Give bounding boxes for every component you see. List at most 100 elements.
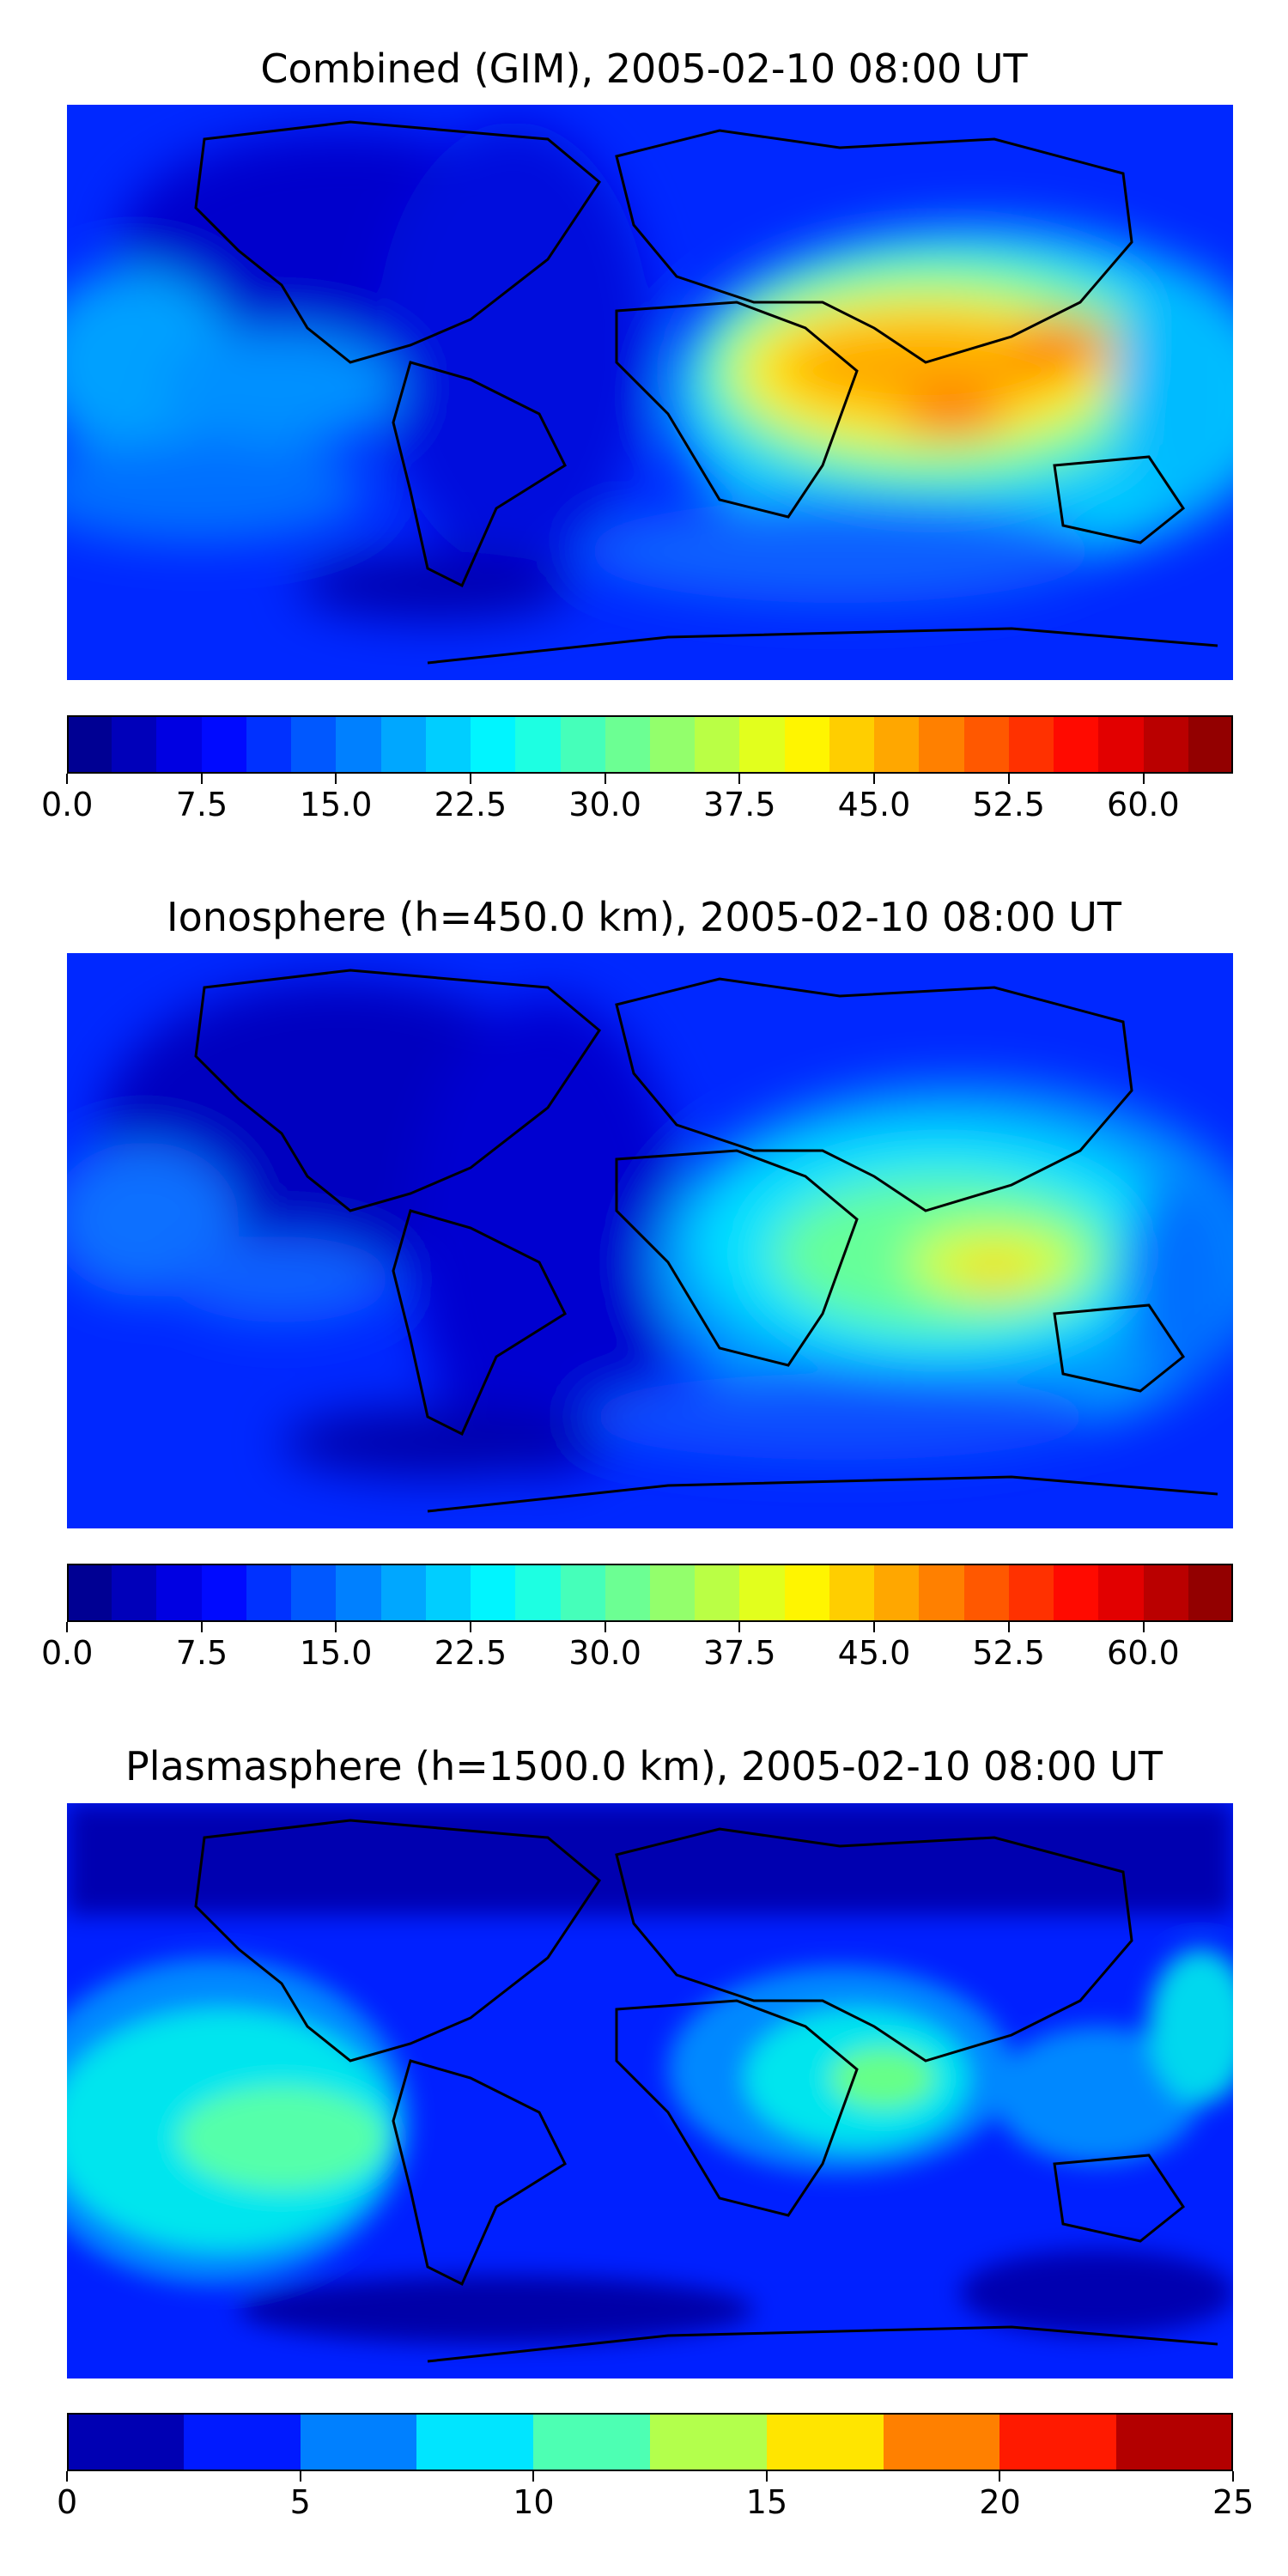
colorbar-swatch [67,1564,112,1622]
colorbar-swatch [874,1564,919,1622]
colorbar-tick-label: 7.5 [175,1634,228,1672]
coastlines-1 [194,120,1218,665]
colorbar-swatch [999,2413,1116,2471]
colorbar-tick-label: 52.5 [972,786,1045,823]
colorbar-swatch [1009,715,1054,774]
colorbar-swatch [381,715,426,774]
colorbar-tick-label: 60.0 [1107,786,1180,823]
colorbar-swatch [767,2413,884,2471]
panel-1-title: Combined (GIM), 2005-02-10 08:00 UT [260,46,1028,92]
colorbar-swatch [605,1564,650,1622]
colorbar-tick-mark [1142,774,1145,784]
colorbar-swatch [515,1564,561,1622]
panel-3-map [67,1803,1233,2379]
colorbar-tick-label: 22.5 [434,1634,507,1672]
colorbar-swatch [1098,1564,1144,1622]
colorbar-swatch [291,1564,336,1622]
colorbar-tick-mark [470,1622,472,1632]
colorbar-tick-label: 37.5 [702,1634,776,1672]
panel-1-map [67,105,1233,680]
colorbar-swatch [1188,715,1233,774]
colorbar-tick-mark [1007,774,1010,784]
colorbar-tick-label: 52.5 [972,1634,1045,1672]
colorbar-tick-label: 15.0 [299,1634,373,1672]
colorbar-border [67,715,1233,774]
colorbar-swatch [561,715,605,774]
colorbar-swatch [1144,715,1188,774]
panel-2-colorbar [67,1564,1233,1622]
colorbar-swatch [739,715,785,774]
panel-1-colorbar [67,715,1233,774]
colorbar-tick-label: 60.0 [1107,1634,1180,1672]
colorbar-swatch [1054,715,1098,774]
colorbar-swatch [336,1564,381,1622]
colorbar-swatch [381,1564,426,1622]
colorbar-swatch [1188,1564,1233,1622]
colorbar-swatch [884,2413,999,2471]
panel-3-title: Plasmasphere (h=1500.0 km), 2005-02-10 0… [125,1743,1163,1789]
panel-3-colorbar [67,2413,1233,2471]
panel-2-title: Ionosphere (h=450.0 km), 2005-02-10 08:0… [167,894,1121,940]
colorbar-swatch [1144,1564,1188,1622]
colorbar-tick-label: 15.0 [299,786,373,823]
colorbar-swatch [426,715,471,774]
colorbar-swatch [112,715,156,774]
colorbar-tick-mark [200,774,203,784]
coastlines-2 [194,969,1218,1513]
colorbar-tick-label: 15 [745,2483,788,2521]
colorbar-swatch [67,2413,184,2471]
colorbar-tick-mark [999,2471,1001,2482]
colorbar-swatch [964,1564,1009,1622]
colorbar-swatch [515,715,561,774]
colorbar-tick-label: 0 [57,2483,78,2521]
colorbar-swatch [336,715,381,774]
colorbar-swatch [919,1564,964,1622]
coastlines-3 [194,1819,1218,2363]
colorbar-swatch [156,715,202,774]
colorbar-swatch [533,2413,650,2471]
colorbar-swatch [67,715,112,774]
colorbar-swatch [202,715,246,774]
colorbar-tick-mark [532,2471,535,2482]
colorbar-swatch [829,715,874,774]
colorbar-tick-mark [604,774,606,784]
colorbar-tick-label: 20 [979,2483,1021,2521]
colorbar-border [67,1564,1233,1622]
colorbar-swatch [650,1564,695,1622]
colorbar-tick-label: 10 [513,2483,555,2521]
colorbar-tick-mark [738,774,741,784]
colorbar-swatch [919,715,964,774]
colorbar-swatch [785,715,829,774]
colorbar-swatch [829,1564,874,1622]
colorbar-tick-label: 30.0 [568,1634,641,1672]
colorbar-tick-mark [66,1622,68,1632]
colorbar-swatch [650,2413,767,2471]
colorbar-tick-mark [335,774,337,784]
colorbar-tick-mark [873,774,876,784]
colorbar-swatch [301,2413,416,2471]
colorbar-swatch [426,1564,471,1622]
colorbar-swatch [416,2413,533,2471]
colorbar-tick-mark [470,774,472,784]
colorbar-border [67,2413,1233,2471]
colorbar-swatch [695,715,739,774]
colorbar-swatch [156,1564,202,1622]
colorbar-swatch [471,715,515,774]
colorbar-swatch [785,1564,829,1622]
colorbar-tick-mark [66,2471,68,2482]
colorbar-tick-mark [738,1622,741,1632]
colorbar-swatch [1116,2413,1233,2471]
colorbar-swatch [112,1564,156,1622]
colorbar-swatch [202,1564,246,1622]
colorbar-swatch [1009,1564,1054,1622]
colorbar-tick-mark [200,1622,203,1632]
colorbar-tick-label: 25 [1212,2483,1255,2521]
colorbar-tick-mark [1007,1622,1010,1632]
colorbar-tick-label: 45.0 [837,786,911,823]
colorbar-tick-mark [765,2471,768,2482]
colorbar-tick-label: 0.0 [41,1634,94,1672]
colorbar-swatch [964,715,1009,774]
colorbar-tick-label: 37.5 [702,786,776,823]
colorbar-swatch [739,1564,785,1622]
colorbar-swatch [291,715,336,774]
